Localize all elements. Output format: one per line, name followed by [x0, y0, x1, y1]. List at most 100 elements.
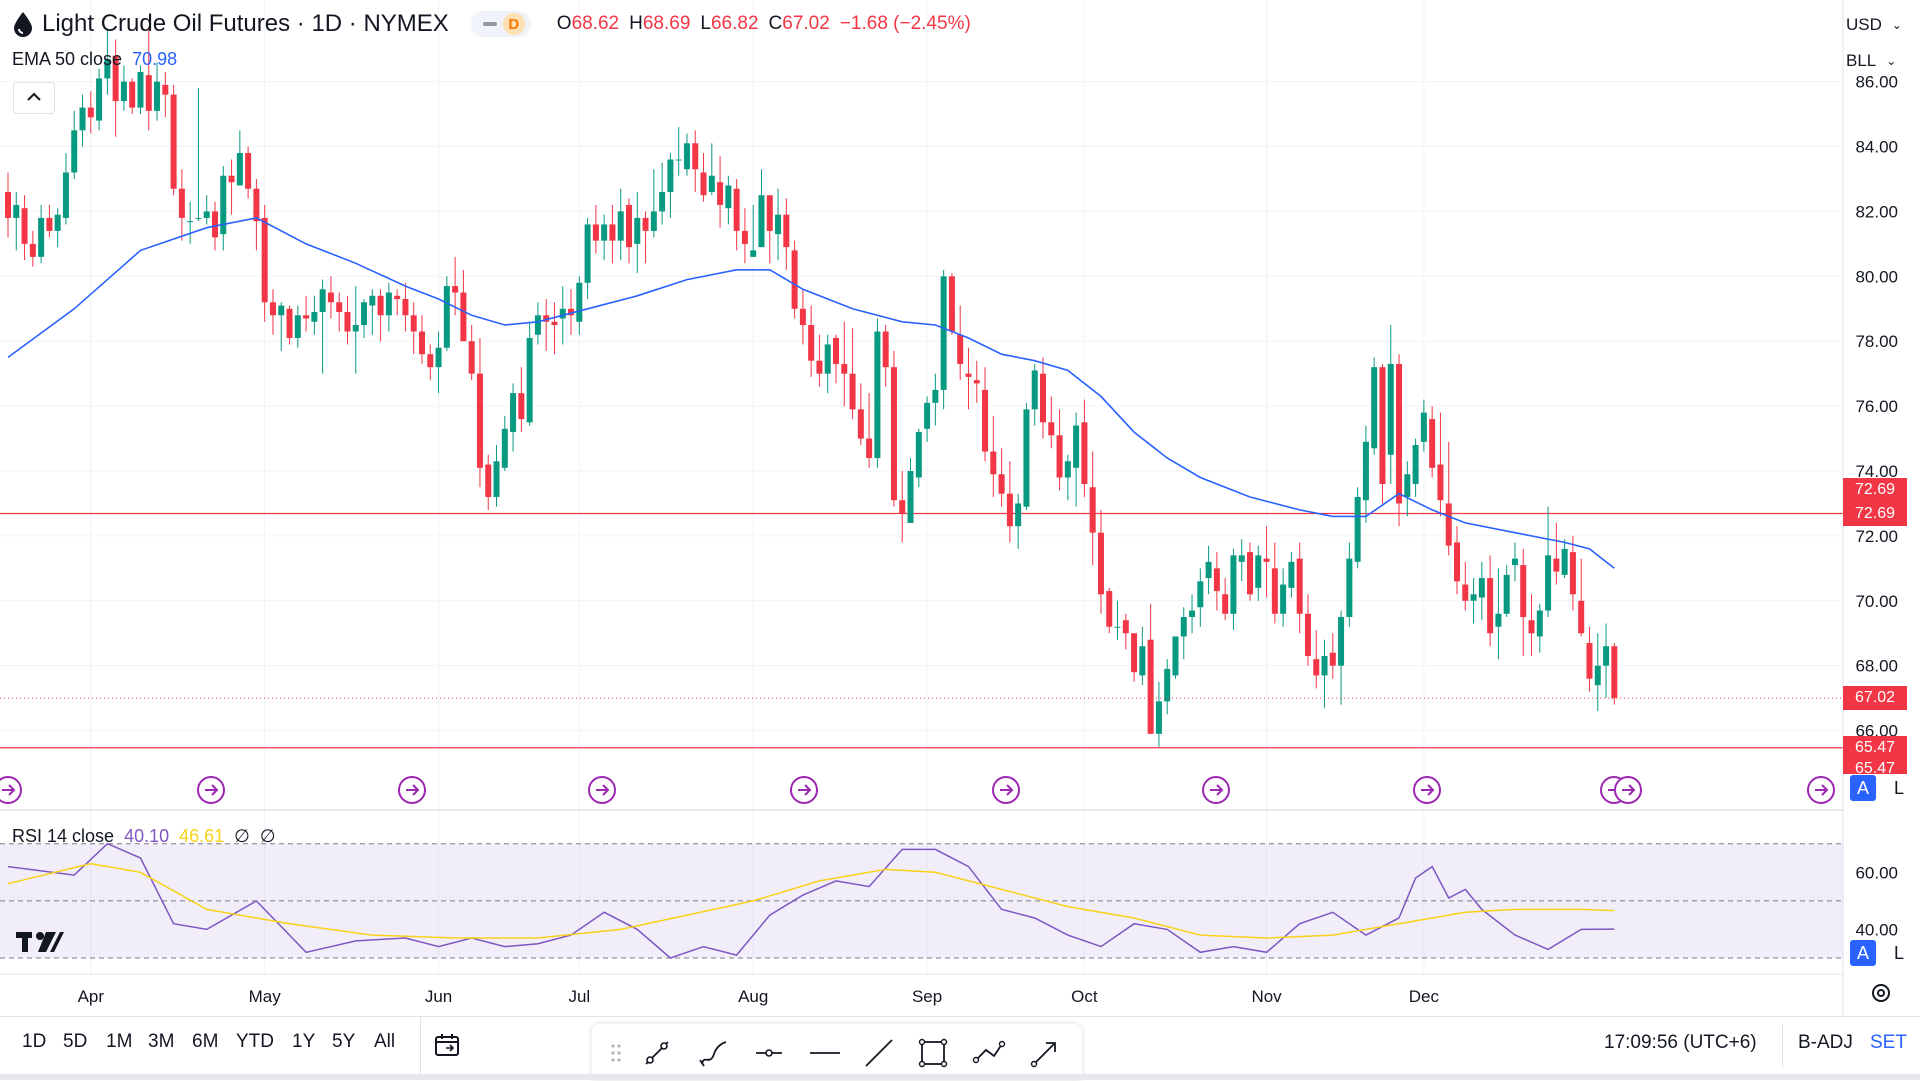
- trend-line-icon[interactable]: [640, 1036, 674, 1070]
- log-scale-toggle[interactable]: L: [1893, 777, 1904, 798]
- ema-legend[interactable]: EMA 50 close 70.98: [12, 49, 177, 70]
- candle-body: [1015, 503, 1022, 527]
- resistance-price-tag-2[interactable]: 72.69: [1843, 501, 1907, 526]
- candle-body: [1396, 363, 1403, 504]
- candle-body: [899, 500, 906, 514]
- candle-body: [849, 373, 856, 410]
- candle-body: [559, 308, 566, 319]
- candle-body: [427, 354, 434, 368]
- interval-badge: D: [502, 13, 525, 35]
- event-markers[interactable]: [0, 776, 1835, 804]
- time-axis[interactable]: Apr May Jun Jul Aug Sep Oct Nov Dec: [78, 987, 1440, 1006]
- unit-select[interactable]: BLL ⌄: [1846, 46, 1916, 76]
- range-button-5y[interactable]: 5Y: [332, 1031, 356, 1052]
- range-button-3m[interactable]: 3M: [148, 1031, 175, 1052]
- ema-line: [7, 217, 1615, 569]
- last-price-tag[interactable]: 67.02: [1843, 686, 1907, 711]
- candle-body: [1520, 565, 1527, 618]
- candle-body: [592, 224, 599, 241]
- candle-body: [203, 211, 210, 218]
- candle-body: [725, 185, 732, 209]
- drag-handle-icon[interactable]: [600, 1036, 634, 1070]
- candle-body: [551, 321, 558, 325]
- range-button-1m[interactable]: 1M: [106, 1031, 133, 1052]
- support-price-tag[interactable]: 65.47: [1843, 735, 1907, 760]
- candle-body: [766, 195, 773, 231]
- candle-body: [667, 159, 674, 192]
- event-marker-arrow: [205, 784, 219, 796]
- candle-body: [79, 107, 86, 131]
- candle-body: [659, 191, 666, 212]
- candle-body: [1031, 370, 1038, 410]
- candle-body: [866, 438, 873, 459]
- bottom-scrollbar[interactable]: [0, 1074, 1920, 1080]
- auto-scale-toggle[interactable]: A: [1850, 775, 1876, 801]
- candle-body: [1371, 367, 1378, 449]
- candle-body: [915, 432, 922, 478]
- candle-body: [584, 224, 591, 283]
- calendar-range-icon[interactable]: [434, 1032, 462, 1063]
- candle-body: [96, 78, 103, 121]
- collapse-legend-button[interactable]: [13, 82, 55, 114]
- candle-body: [634, 217, 641, 244]
- ema-name: EMA 50 close: [12, 49, 123, 69]
- rsi-legend[interactable]: RSI 14 close 40.10 46.61 ∅ ∅: [12, 826, 276, 847]
- drop-icon: [12, 11, 34, 37]
- candle-body: [1089, 487, 1096, 533]
- rectangle-icon[interactable]: [916, 1036, 950, 1070]
- support-price-tag-2[interactable]: 65.47: [1843, 759, 1907, 774]
- back-adjust-toggle[interactable]: B-ADJ: [1798, 1032, 1853, 1053]
- candle-body: [1454, 542, 1460, 582]
- path-icon[interactable]: [972, 1036, 1006, 1070]
- range-button-ytd[interactable]: YTD: [236, 1031, 274, 1052]
- candle-body: [1578, 600, 1585, 634]
- tradingview-logo-icon[interactable]: [16, 928, 64, 959]
- candle-body: [841, 363, 848, 374]
- horizontal-ray-icon[interactable]: [752, 1036, 786, 1070]
- range-button-6m[interactable]: 6M: [192, 1031, 219, 1052]
- market-status-pill[interactable]: D: [470, 11, 531, 37]
- currency-select[interactable]: USD ⌄: [1846, 10, 1916, 40]
- range-button-all[interactable]: All: [374, 1031, 396, 1052]
- candle-body: [402, 299, 409, 316]
- candle-body: [965, 373, 972, 377]
- horizontal-line-icon[interactable]: [808, 1036, 842, 1070]
- range-button-1d[interactable]: 1D: [22, 1031, 47, 1052]
- candle-body: [907, 471, 914, 523]
- resistance-price-tag[interactable]: 72.69: [1843, 477, 1907, 502]
- symbol-title[interactable]: Light Crude Oil Futures · 1D · NYMEX: [42, 10, 449, 37]
- brush-icon[interactable]: [696, 1036, 730, 1070]
- settings-gear-icon[interactable]: [1870, 982, 1892, 1009]
- candle-body: [543, 315, 550, 322]
- event-arrow-icon: [398, 776, 426, 804]
- chevron-down-icon: ⌄: [1891, 18, 1902, 32]
- rsi-axis[interactable]: 60.00 40.00: [1855, 863, 1898, 939]
- candle-body: [526, 337, 533, 423]
- arrow-icon[interactable]: [1028, 1036, 1062, 1070]
- ray-icon[interactable]: [862, 1036, 896, 1070]
- candle-body: [650, 211, 657, 231]
- rsi-log-scale-toggle[interactable]: L: [1893, 942, 1904, 963]
- candle-body: [1536, 610, 1543, 637]
- candle-body: [1387, 363, 1394, 455]
- range-button-5d[interactable]: 5D: [63, 1031, 88, 1052]
- candle-body: [576, 282, 583, 322]
- range-button-1y[interactable]: 1Y: [292, 1031, 316, 1052]
- candle-body: [452, 286, 459, 293]
- candle-body: [882, 331, 889, 368]
- candle-body: [1280, 584, 1287, 614]
- candle-body: [1263, 558, 1270, 562]
- candle-body: [1503, 574, 1510, 614]
- event-arrow-icon: [1202, 776, 1230, 804]
- rsi-pane: [0, 842, 1843, 959]
- clock[interactable]: 17:09:56 (UTC+6): [1604, 1032, 1757, 1053]
- candle-body: [1131, 633, 1138, 673]
- candle-body: [1023, 409, 1030, 507]
- rsi-extra-1: ∅: [234, 826, 250, 846]
- session-toggle[interactable]: SET: [1870, 1032, 1907, 1053]
- chart-canvas[interactable]: 66.0068.0070.0072.0074.0076.0078.0080.00…: [0, 0, 1920, 1016]
- time-tick-label: May: [249, 987, 282, 1006]
- rsi-auto-scale-toggle[interactable]: A: [1850, 940, 1876, 966]
- price-axis[interactable]: 66.0068.0070.0072.0074.0076.0078.0080.00…: [1855, 73, 1898, 741]
- candle-body: [46, 217, 53, 231]
